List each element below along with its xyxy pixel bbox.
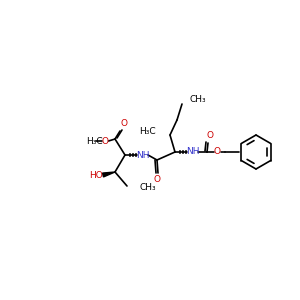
Polygon shape bbox=[103, 172, 115, 177]
Text: O: O bbox=[206, 131, 214, 140]
Text: O: O bbox=[154, 176, 160, 184]
Text: H₃C: H₃C bbox=[86, 136, 103, 146]
Text: H₃C: H₃C bbox=[140, 128, 156, 136]
Text: O: O bbox=[121, 119, 128, 128]
Text: NH: NH bbox=[136, 151, 150, 160]
Text: HO: HO bbox=[89, 170, 103, 179]
Text: O: O bbox=[214, 148, 220, 157]
Text: O: O bbox=[101, 136, 109, 146]
Text: CH₃: CH₃ bbox=[190, 95, 207, 104]
Text: NH: NH bbox=[186, 148, 200, 157]
Text: CH₃: CH₃ bbox=[139, 184, 156, 193]
